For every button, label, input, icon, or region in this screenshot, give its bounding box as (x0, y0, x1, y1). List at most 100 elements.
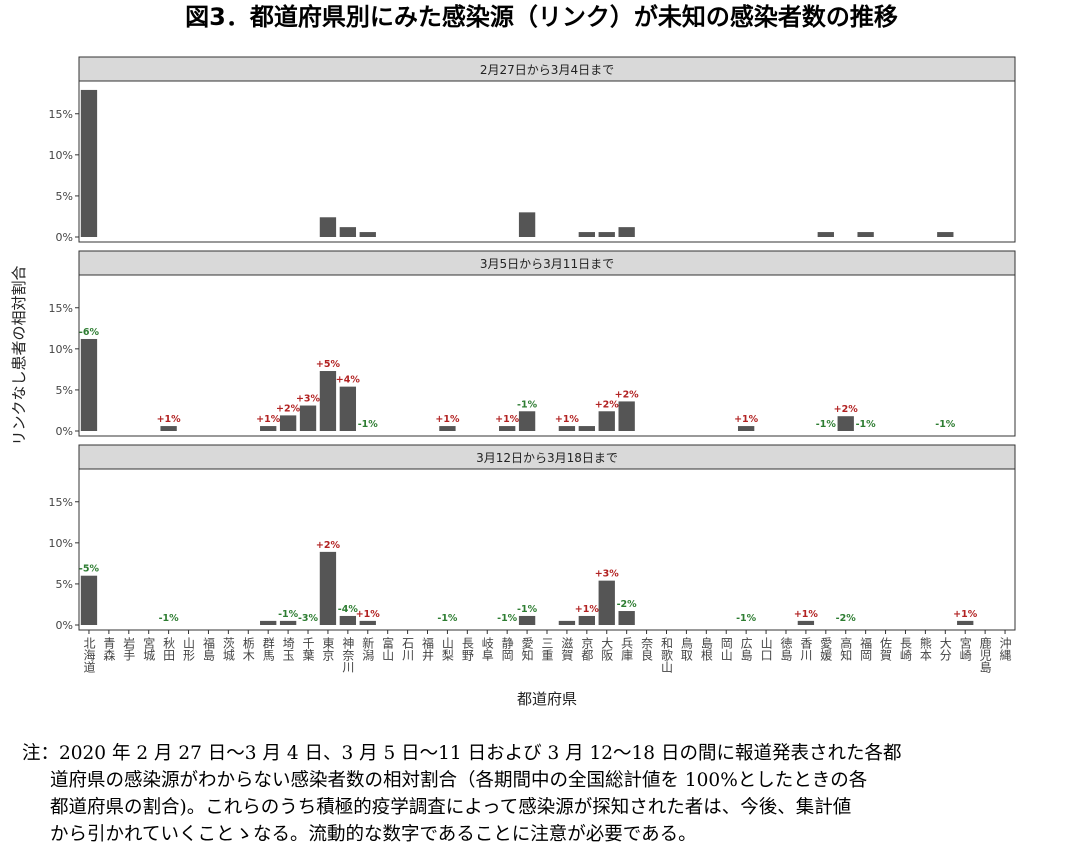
bar (279, 620, 297, 625)
change-label: +3% (595, 569, 620, 580)
y-tick-label: 15% (49, 302, 73, 315)
change-label: +1% (575, 604, 600, 615)
bar (797, 620, 815, 625)
change-label: +2% (316, 540, 341, 551)
x-tick-label: 滋賀 (560, 637, 574, 662)
bar (339, 615, 357, 625)
change-label: +4% (336, 375, 361, 386)
bar (80, 338, 98, 431)
y-tick-label: 15% (49, 108, 73, 121)
change-label: -1% (437, 613, 458, 624)
bar (80, 89, 98, 237)
change-label: -1% (736, 613, 757, 624)
x-tick-label: 福島 (201, 636, 215, 662)
x-tick-label: 石川 (401, 637, 415, 661)
bar (299, 405, 317, 431)
x-tick-label: 北海道 (82, 637, 96, 673)
change-label: +2% (595, 399, 620, 410)
x-tick-label: 神奈川 (341, 637, 355, 673)
change-label: -1% (159, 613, 180, 624)
x-tick-label: 山口 (759, 637, 773, 661)
change-label: -6% (79, 327, 100, 338)
y-tick-label: 5% (56, 384, 73, 397)
change-label: -4% (338, 604, 359, 615)
bar (558, 426, 576, 431)
x-tick-label: 三重 (540, 637, 554, 661)
bar (578, 426, 595, 431)
y-tick-label: 10% (49, 149, 73, 162)
change-label: -2% (617, 599, 638, 610)
x-tick-label: 長野 (460, 637, 474, 661)
y-tick-label: 0% (56, 425, 73, 438)
x-tick-label: 鳥取 (679, 636, 693, 661)
x-tick-label: 愛知 (520, 637, 534, 662)
change-label: -2% (836, 613, 857, 624)
y-tick-label: 10% (49, 537, 73, 550)
change-label: -1% (278, 609, 299, 620)
bar (937, 232, 954, 237)
x-tick-label: 広島 (739, 637, 753, 662)
change-label: +1% (256, 414, 281, 425)
change-label: +3% (296, 394, 321, 405)
y-tick-label: 5% (56, 578, 73, 591)
bar (598, 411, 615, 431)
bar (160, 426, 177, 431)
y-tick-label: 5% (56, 190, 73, 203)
change-label: +2% (615, 389, 640, 400)
bar (319, 371, 337, 431)
x-tick-label: 秋田 (162, 637, 176, 661)
panel-frame (78, 274, 1016, 437)
bar (339, 386, 357, 431)
bar (319, 551, 337, 625)
x-tick-label: 富山 (381, 636, 395, 661)
x-tick-label: 大阪 (600, 637, 614, 662)
footnote-line: 注：2020 年 2 月 27 日〜3 月 4 日、3 月 5 日〜11 日およ… (22, 743, 902, 764)
change-label: +2% (834, 404, 859, 415)
change-label: +1% (157, 414, 182, 425)
x-axis-title: 都道府県 (517, 690, 577, 708)
x-tick-label: 東京 (321, 637, 335, 662)
facet-strip (78, 56, 1016, 82)
change-label: +1% (555, 414, 580, 425)
change-label: -3% (298, 613, 319, 624)
bar (339, 227, 357, 237)
bar (737, 426, 755, 431)
x-tick-label: 岡山 (719, 637, 733, 661)
bar (439, 426, 456, 431)
bar (499, 426, 516, 431)
change-label: -1% (358, 419, 379, 430)
change-label: -1% (856, 419, 877, 430)
bar (598, 580, 615, 625)
x-tick-label: 福岡 (859, 636, 873, 661)
x-tick-label: 長崎 (898, 637, 912, 661)
y-tick-label: 15% (49, 496, 73, 509)
x-tick-label: 新潟 (361, 636, 375, 661)
x-tick-label: 山形 (182, 637, 196, 662)
facet-strip-label: 2月27日から3月4日まで (480, 63, 614, 77)
x-tick-label: 佐賀 (879, 637, 893, 662)
bar (518, 411, 536, 431)
y-axis-title: リンクなし患者の相対割合 (10, 265, 28, 445)
x-tick-label: 愛媛 (819, 637, 833, 662)
facet-strip (78, 250, 1016, 276)
bar (618, 227, 635, 237)
figure-title: 図3．都道府県別にみた感染源（リンク）が未知の感染者数の推移 (185, 3, 898, 31)
change-label: -1% (517, 399, 538, 410)
bar (598, 232, 615, 237)
bar (80, 575, 98, 625)
bar (578, 232, 595, 237)
x-tick-label: 大分 (938, 637, 952, 662)
x-tick-label: 宮崎 (958, 636, 972, 661)
x-tick-label: 奈良 (640, 637, 654, 662)
bar (558, 620, 576, 625)
facet-strip (78, 444, 1016, 470)
x-tick-label: 山梨 (440, 637, 454, 661)
x-tick-label: 栃木 (241, 637, 255, 661)
change-label: +5% (316, 359, 341, 370)
x-tick-label: 宮城 (142, 636, 156, 662)
change-label: -1% (816, 419, 837, 430)
bar (319, 217, 337, 237)
change-label: -1% (935, 419, 956, 430)
change-label: +1% (435, 414, 460, 425)
change-label: +1% (734, 414, 759, 425)
